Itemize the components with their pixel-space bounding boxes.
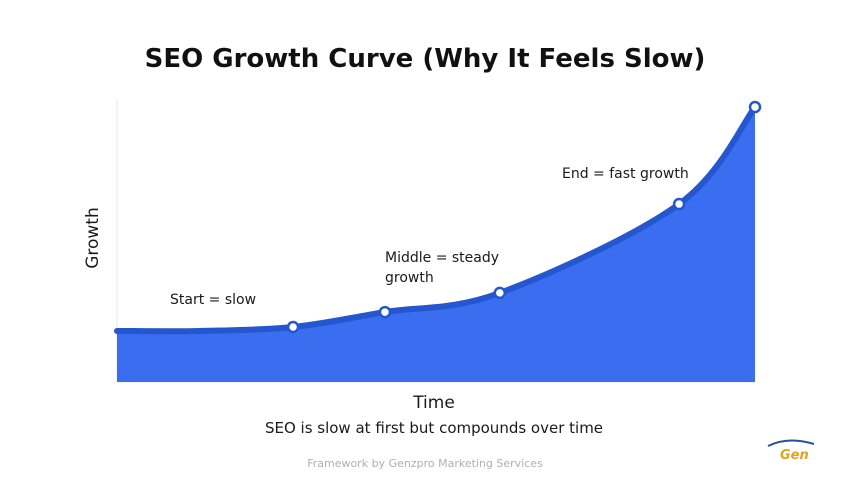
point-marker [378,305,392,319]
point-marker [672,197,686,211]
logo: Gen [780,448,809,463]
chart-title: SEO Growth Curve (Why It Feels Slow) [144,44,706,74]
point-marker [493,286,507,300]
caption: SEO is slow at first but compounds over … [264,419,604,437]
logo-swoosh [767,439,815,447]
area [117,107,755,383]
point-marker [748,100,762,114]
footer: Framework by Genzpro Marketing Services [307,457,543,470]
annotation: Start = slow [170,292,257,308]
point-marker [286,320,300,334]
x-axis-label: Time [413,393,455,413]
y-axis-label: Growth [83,207,103,269]
annotation: Middle = steady growth [385,250,500,286]
annotation: End = fast growth [562,166,689,182]
